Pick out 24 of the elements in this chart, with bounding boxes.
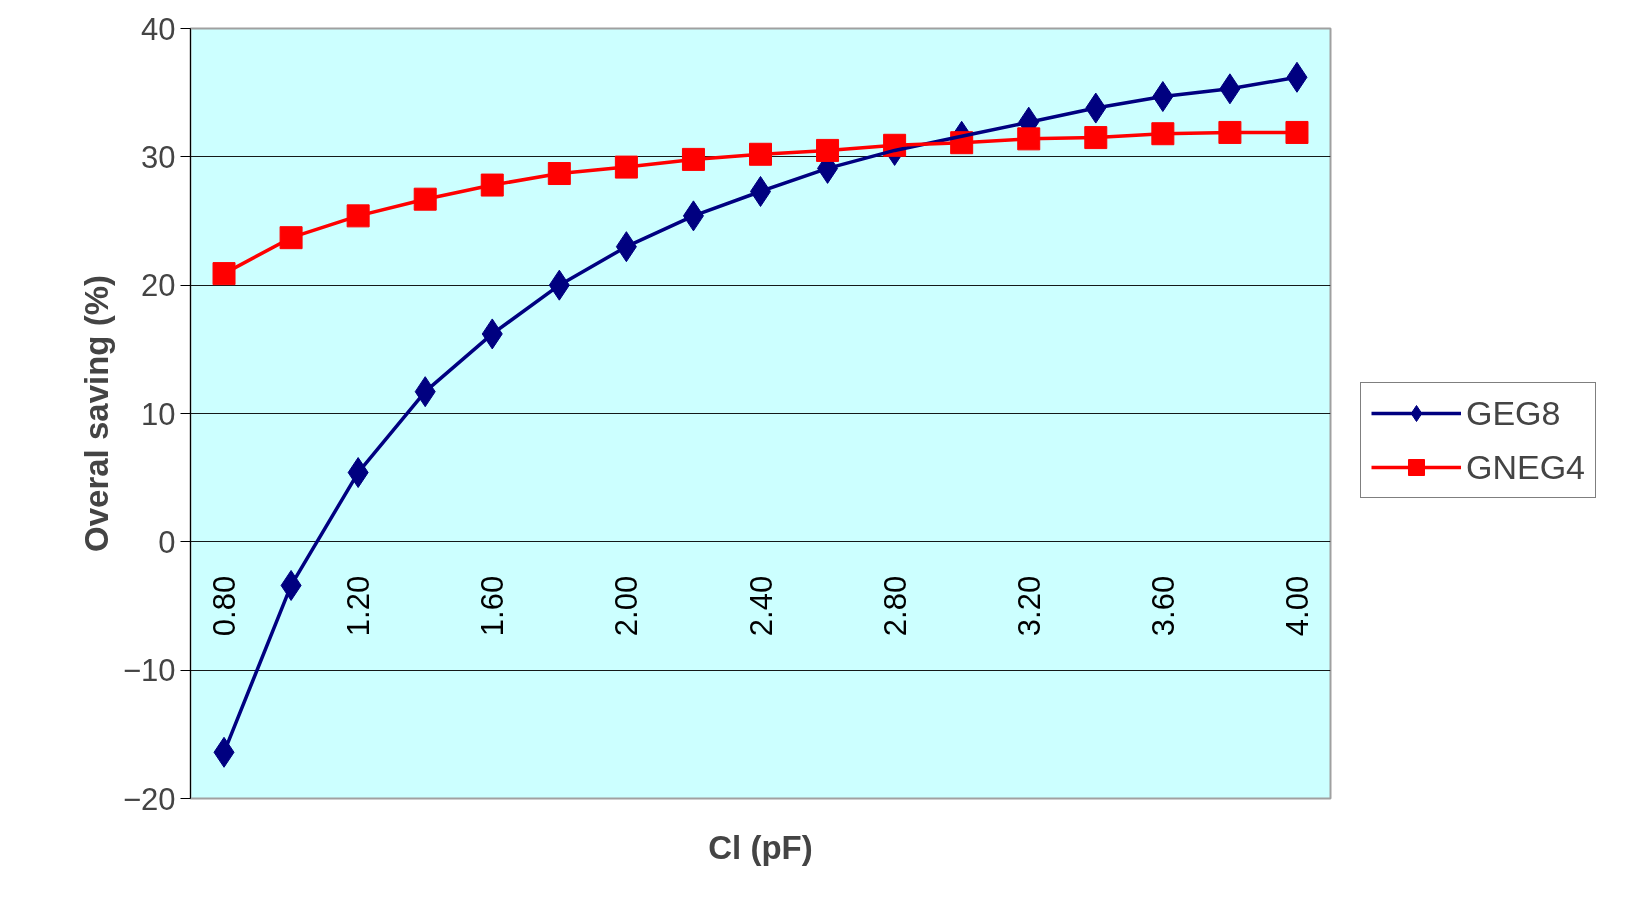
y-tick-label: 30 <box>141 139 176 175</box>
y-axis-title: Overal saving (%) <box>77 275 115 552</box>
y-tick-label: 0 <box>158 524 176 560</box>
x-tick-label: 3.60 <box>1145 575 1181 637</box>
x-tick-label: 4.00 <box>1279 575 1315 637</box>
point <box>1218 120 1242 144</box>
x-tick-label: 0.80 <box>207 575 243 637</box>
point <box>346 204 370 228</box>
y-tick-label: −10 <box>122 653 176 689</box>
legend-label: GNEG4 <box>1466 447 1586 487</box>
legend-label: GEG8 <box>1466 393 1561 433</box>
x-axis-title: Cl (pF) <box>708 828 813 866</box>
y-tick-label: 20 <box>141 268 176 304</box>
x-tick-label: 2.00 <box>609 575 645 637</box>
y-tick-label: 40 <box>141 11 176 47</box>
y-tick-label: 10 <box>141 396 176 432</box>
point <box>1285 120 1309 144</box>
point <box>212 262 236 286</box>
x-tick-label: 2.40 <box>743 575 779 637</box>
y-tick-label: −20 <box>122 781 176 817</box>
x-tick-label: 2.80 <box>877 575 913 637</box>
x-tick-label: 3.20 <box>1011 575 1047 637</box>
x-tick-label: 1.60 <box>475 575 511 637</box>
x-tick-label: 1.20 <box>341 575 377 637</box>
